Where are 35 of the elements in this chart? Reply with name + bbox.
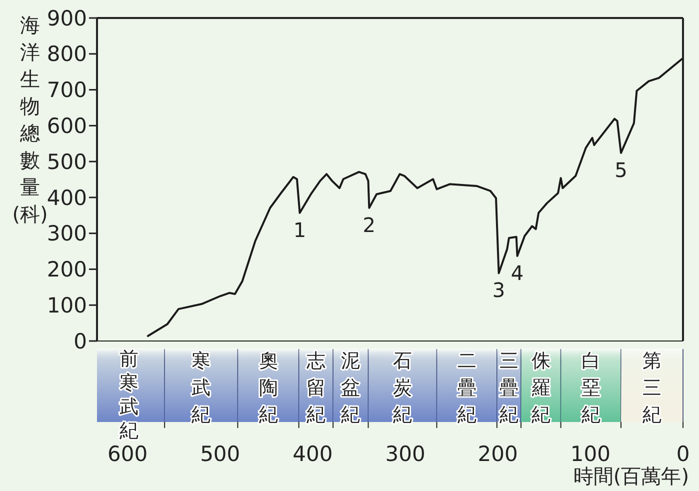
x-tick-label: 400 — [292, 442, 333, 466]
y-tick-label: 200 — [46, 258, 87, 282]
band-label: 三疊紀 — [499, 350, 518, 426]
x-tick-label: 600 — [108, 442, 148, 466]
x-tick-label: 100 — [570, 442, 610, 466]
y-tick-label: 500 — [46, 150, 87, 174]
band-label: 二疊紀 — [457, 350, 476, 426]
y-tick-label: 800 — [46, 42, 87, 66]
y-tick-label: 900 — [46, 6, 87, 30]
x-axis-title: 時間(百萬年) — [573, 464, 689, 488]
y-tick-label: 0 — [74, 329, 87, 354]
x-tick-label: 200 — [478, 442, 518, 466]
x-tick-label: 0 — [676, 442, 690, 466]
y-axis-title: 海洋生物總數量(科) — [12, 13, 48, 226]
y-tick-label: 400 — [46, 186, 87, 210]
band-label: 志留紀 — [306, 350, 326, 426]
x-tick-label: 500 — [200, 442, 240, 466]
annotation: 5 — [614, 158, 628, 182]
band-label: 侏羅紀 — [531, 350, 550, 426]
x-tick-label: 300 — [385, 442, 426, 466]
band-label: 寒武紀 — [192, 350, 211, 426]
y-tick-label: 100 — [46, 293, 87, 318]
band-label: 前寒武紀 — [119, 348, 138, 442]
band-label: 第三紀 — [642, 350, 662, 426]
band-label: 白堊紀 — [581, 350, 600, 426]
band-label: 石炭紀 — [393, 350, 412, 426]
annotation: 1 — [293, 218, 306, 242]
band-label: 泥盆紀 — [341, 350, 360, 426]
annotation: 2 — [362, 212, 376, 237]
y-tick-label: 300 — [46, 222, 87, 246]
annotation: 4 — [510, 260, 524, 285]
annotation: 3 — [492, 278, 506, 302]
band-label: 奧陶紀 — [258, 350, 278, 426]
y-tick-label: 600 — [46, 114, 87, 138]
y-tick-label: 700 — [46, 78, 87, 102]
